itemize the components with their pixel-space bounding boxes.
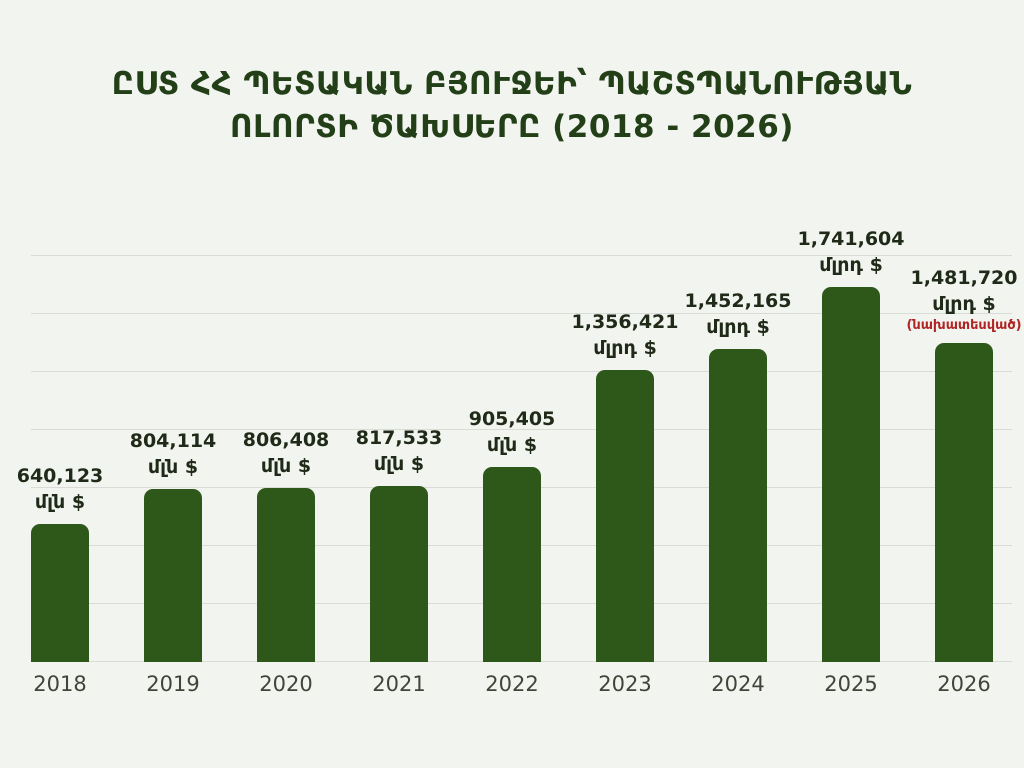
- x-axis-tick-label: 2023: [598, 672, 652, 696]
- bar-unit-text: մլն $: [486, 434, 538, 456]
- bar-value-text: 817,533: [355, 427, 443, 449]
- gridline: [31, 429, 1012, 430]
- x-axis-tick-label: 2019: [146, 672, 200, 696]
- bar-2025: [822, 287, 880, 662]
- bar-value-text: 1,741,604: [797, 228, 905, 250]
- bar-2020: [257, 488, 315, 662]
- bar-value-label: 905,405 մլն $: [469, 406, 556, 458]
- x-axis-tick-label: 2021: [372, 672, 426, 696]
- bar-unit-text: մլն $: [260, 455, 312, 477]
- bar-2024: [709, 349, 767, 662]
- bar-value-label: 1,356,421 մլրդ $: [572, 309, 679, 361]
- bar-unit-text: մլն $: [147, 456, 199, 478]
- bar-value-label: 817,533 մլն $: [356, 425, 443, 477]
- gridline: [31, 313, 1012, 314]
- bar-value-text: 640,123: [16, 465, 104, 487]
- x-axis-tick-label: 2018: [33, 672, 87, 696]
- bar-value-label: 806,408 մլն $: [243, 427, 330, 479]
- gridline: [31, 255, 1012, 256]
- bar-value-label: 1,452,165 մլրդ $: [685, 288, 792, 340]
- bar-2023: [596, 370, 654, 662]
- bar-value-text: 1,356,421: [571, 311, 679, 333]
- x-axis-tick-label: 2026: [937, 672, 991, 696]
- bar-unit-text: մլրդ $: [706, 316, 770, 338]
- bar-2022: [483, 467, 541, 662]
- bar-unit-text: մլրդ $: [932, 293, 996, 315]
- x-axis-tick-label: 2025: [824, 672, 878, 696]
- bar-value-text: 806,408: [242, 429, 330, 451]
- gridline: [31, 371, 1012, 372]
- plot-area: 640,123 մլն $ 2018 804,114 մլն $ 2019 806,408 մ…: [17, 228, 1022, 696]
- bar-2026: [935, 343, 993, 662]
- bar-value-label: 1,481,720 մլրդ $ (նախատեսված): [906, 265, 1021, 334]
- bars-container: 640,123 մլն $ 2018 804,114 մլն $ 2019 806,408 մ…: [17, 228, 1022, 696]
- x-axis-tick-label: 2024: [711, 672, 765, 696]
- bar-value-text: 905,405: [468, 408, 556, 430]
- bar-value-label: 640,123 մլն $: [17, 463, 104, 515]
- bar-2018: [31, 524, 89, 662]
- bar-note-text: (նախատեսված): [906, 318, 1022, 333]
- bar-2021: [370, 486, 428, 662]
- bar-value-label: 804,114 մլն $: [130, 428, 217, 480]
- bar-unit-text: մլն $: [373, 453, 425, 475]
- bar-value-text: 1,481,720: [910, 267, 1018, 289]
- bar-unit-text: մլն $: [34, 491, 86, 513]
- x-axis-tick-label: 2022: [485, 672, 539, 696]
- bar-unit-text: մլրդ $: [819, 254, 883, 276]
- x-axis-tick-label: 2020: [259, 672, 313, 696]
- chart-title: ԸՍՏ ՀՀ ՊԵՏԱԿԱՆ ԲՅՈՒՋԵԻ՝ ՊԱՇՏՊԱՆՈՒԹՅԱՆ ՈԼ…: [111, 66, 913, 145]
- bar-value-label: 1,741,604 մլրդ $: [798, 226, 905, 278]
- bar-2019: [144, 489, 202, 662]
- bar-unit-text: մլրդ $: [593, 337, 657, 359]
- bar-value-text: 1,452,165: [684, 290, 792, 312]
- bar-value-text: 804,114: [129, 430, 217, 452]
